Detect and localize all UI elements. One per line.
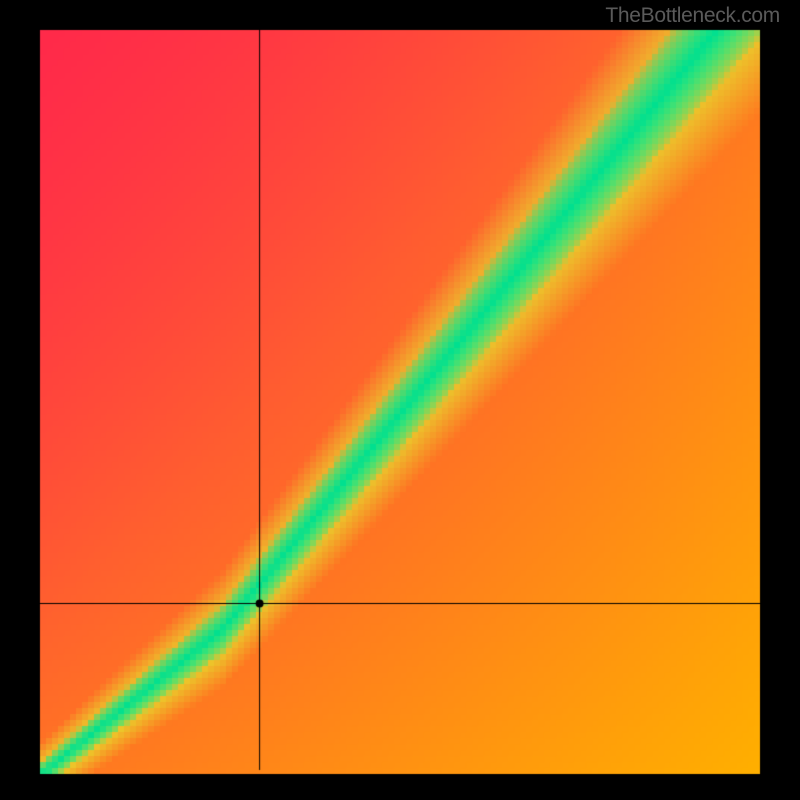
watermark-text: TheBottleneck.com	[605, 4, 780, 28]
chart-container: TheBottleneck.com	[0, 0, 800, 800]
bottleneck-heatmap-canvas	[0, 0, 800, 800]
